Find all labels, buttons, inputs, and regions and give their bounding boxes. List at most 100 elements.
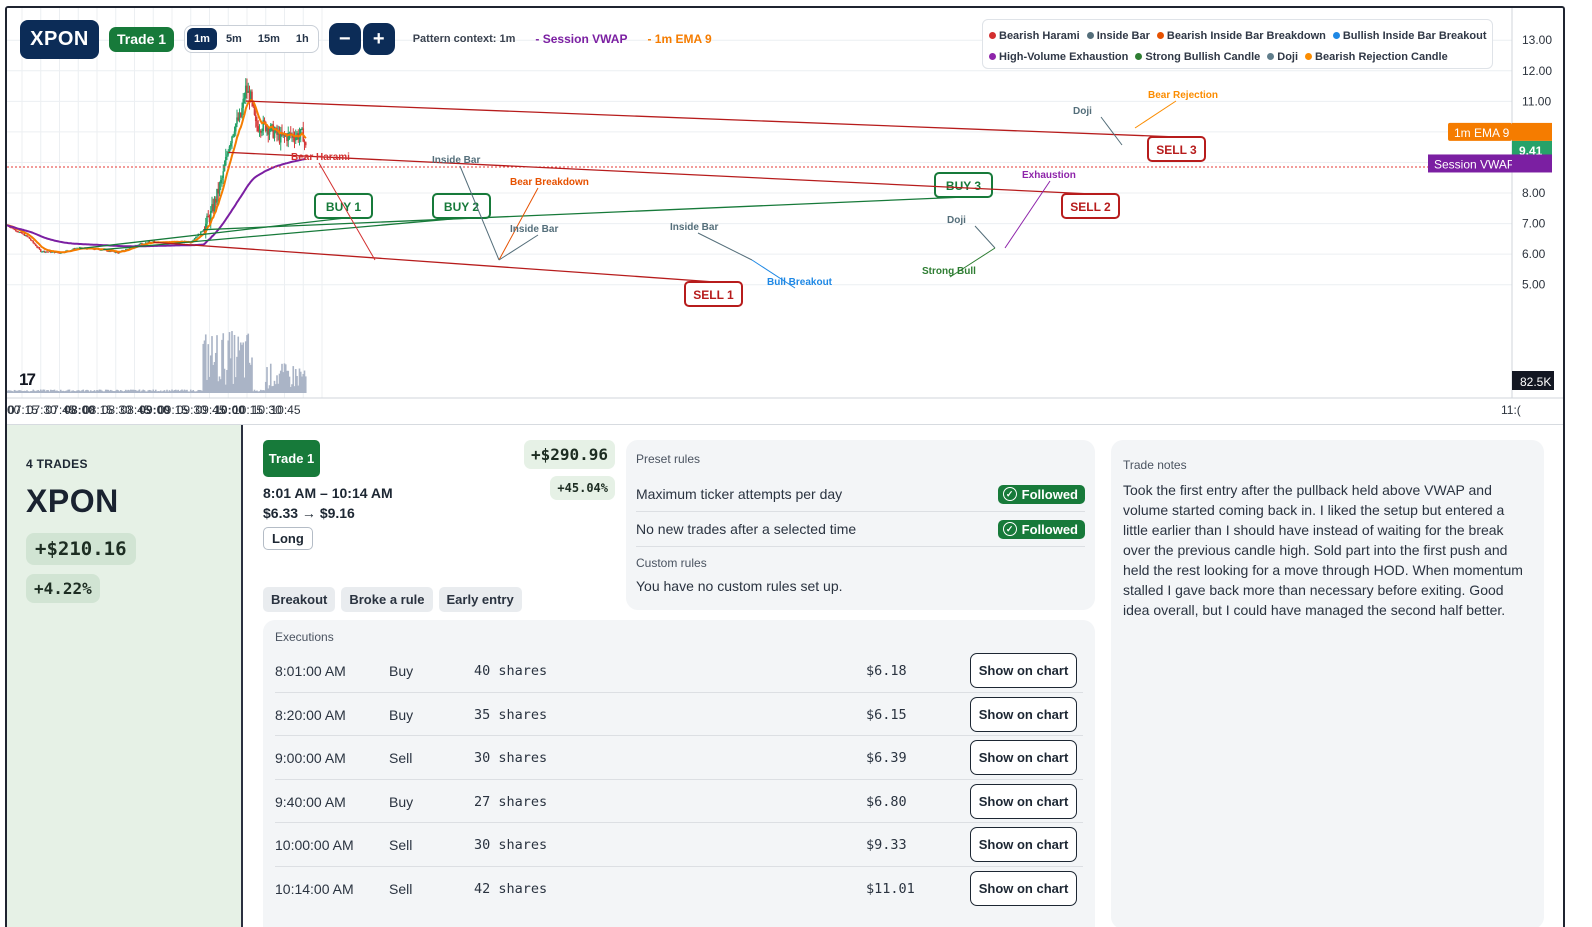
pattern-annotation-line (751, 259, 796, 289)
volume-bar (62, 390, 65, 393)
show-on-chart-button[interactable]: Show on chart (970, 653, 1077, 688)
timeframe-5m[interactable]: 5m (225, 33, 242, 45)
trade-selector[interactable]: Trade 1 (109, 26, 175, 52)
show-on-chart-button[interactable]: Show on chart (970, 827, 1077, 863)
volume-bar (273, 380, 276, 393)
candle-body (234, 123, 237, 132)
trade-marker-label: BUY 3 (946, 179, 981, 193)
tag-early-entry[interactable]: Early entry (438, 587, 522, 612)
volume-bar (12, 391, 15, 393)
show-on-chart-button[interactable]: Show on chart (970, 783, 1077, 819)
volume-bar (186, 389, 188, 393)
volume-bar (276, 375, 278, 393)
volume-bar (103, 391, 106, 393)
legend-item[interactable]: Bearish Harami (989, 30, 1080, 42)
legend-item[interactable]: Strong Bullish Candle (1135, 51, 1260, 63)
vwap-badge-label: Session VWAP (1434, 157, 1515, 171)
ticker-button[interactable]: XPON (20, 19, 99, 59)
trade-badge[interactable]: Trade 1 (263, 440, 320, 477)
legend-item[interactable]: Bullish Inside Bar Breakout (1332, 30, 1487, 42)
candle-body (251, 91, 253, 102)
execution-price: $6.18 (866, 663, 907, 679)
volume-bar (11, 390, 13, 393)
volume-bar (19, 390, 22, 393)
pattern-legend: Bearish Harami Inside Bar Bearish Inside B… (982, 19, 1493, 69)
volume-bar (52, 390, 55, 393)
volume-bar (37, 390, 40, 393)
price-tick-label: 8.00 (1522, 186, 1546, 200)
volume-bar (141, 390, 143, 393)
legend-item[interactable]: Bearish Rejection Candle (1305, 51, 1448, 63)
volume-bar (179, 390, 182, 393)
volume-bar (296, 376, 298, 393)
execution-side: Sell (389, 880, 413, 897)
volume-bar (146, 391, 148, 393)
candle-body (144, 242, 147, 244)
candle-body (128, 247, 131, 250)
legend-item[interactable]: High-Volume Exhaustion (989, 51, 1128, 63)
candle-body (268, 130, 271, 135)
execution-time: 9:00:00 AM (275, 750, 346, 767)
candle-body (199, 231, 202, 235)
volume-bar (18, 390, 21, 393)
volume-bar (192, 389, 195, 393)
volume-bar (184, 390, 187, 393)
volume-badge (1512, 371, 1554, 390)
candle-body (137, 244, 140, 246)
candle-body (219, 180, 222, 184)
tag-breakout[interactable]: Breakout (263, 587, 336, 612)
volume-bar (79, 391, 82, 393)
show-on-chart-button[interactable]: Show on chart (970, 696, 1077, 732)
execution-time: 10:14:00 AM (275, 880, 354, 897)
timeframe-1h[interactable]: 1h (295, 33, 309, 45)
volume-bar (163, 390, 166, 393)
volume-bar (44, 391, 47, 393)
volume-bar (254, 391, 257, 393)
candle-body (221, 177, 223, 181)
legend-item[interactable]: Inside Bar (1086, 30, 1150, 42)
volume-bar (229, 358, 232, 393)
time-tick-label: 09:45 (196, 403, 226, 417)
tag-broke-rule[interactable]: Broke a rule (341, 587, 433, 612)
volume-bar (108, 390, 111, 393)
legend-dot-icon (1156, 32, 1164, 39)
zoom-out-button[interactable]: − (328, 23, 361, 55)
candle-body (33, 242, 36, 245)
time-tick-label: 08:30 (102, 403, 132, 417)
legend-item[interactable]: Doji (1267, 51, 1298, 63)
volume-bar (91, 391, 93, 393)
legend-item[interactable]: Bearish Inside Bar Breakdown (1156, 30, 1326, 42)
candle-body (223, 165, 226, 172)
timeframe-15m[interactable]: 15m (257, 33, 280, 45)
volume-bar (29, 391, 32, 393)
pattern-annotation-line (1004, 180, 1051, 249)
show-on-chart-button[interactable]: Show on chart (970, 870, 1077, 906)
volume-bar (172, 390, 175, 393)
volume-bar (119, 389, 122, 393)
volume-bar (9, 390, 12, 393)
volume-bar (109, 389, 112, 393)
execution-price: $6.39 (866, 750, 907, 767)
volume-bar (226, 369, 228, 393)
candle-body (228, 146, 231, 153)
volume-bar (204, 334, 207, 393)
pattern-annotation-label: Inside Bar (432, 155, 480, 166)
volume-bar (89, 390, 92, 393)
timeframe-1m[interactable]: 1m (187, 28, 217, 50)
show-on-chart-button[interactable]: Show on chart (970, 740, 1077, 776)
trade-marker-line (153, 241, 716, 283)
pattern-annotation-label: Doji (947, 215, 966, 226)
volume-bar (274, 384, 277, 393)
zoom-in-button[interactable]: + (362, 23, 395, 55)
volume-bar (211, 336, 213, 393)
volume-bar (107, 389, 110, 393)
notes-text[interactable]: Took the first entry after the pullback … (1123, 482, 1523, 618)
volume-bar (28, 391, 31, 393)
candle-body (272, 124, 275, 138)
candle-body (214, 198, 217, 203)
executions-panel: Executions 8:01:00 AM Buy 40 shares $6.18 Sh… (263, 620, 1095, 927)
price-chart[interactable]: 13.0012.0011.0010.009.008.007.006.005.00… (7, 8, 1565, 425)
volume-bar (92, 390, 95, 393)
volume-bar (167, 391, 170, 393)
chart-canvas[interactable]: 13.0012.0011.0010.009.008.007.006.005.00… (7, 8, 1565, 425)
